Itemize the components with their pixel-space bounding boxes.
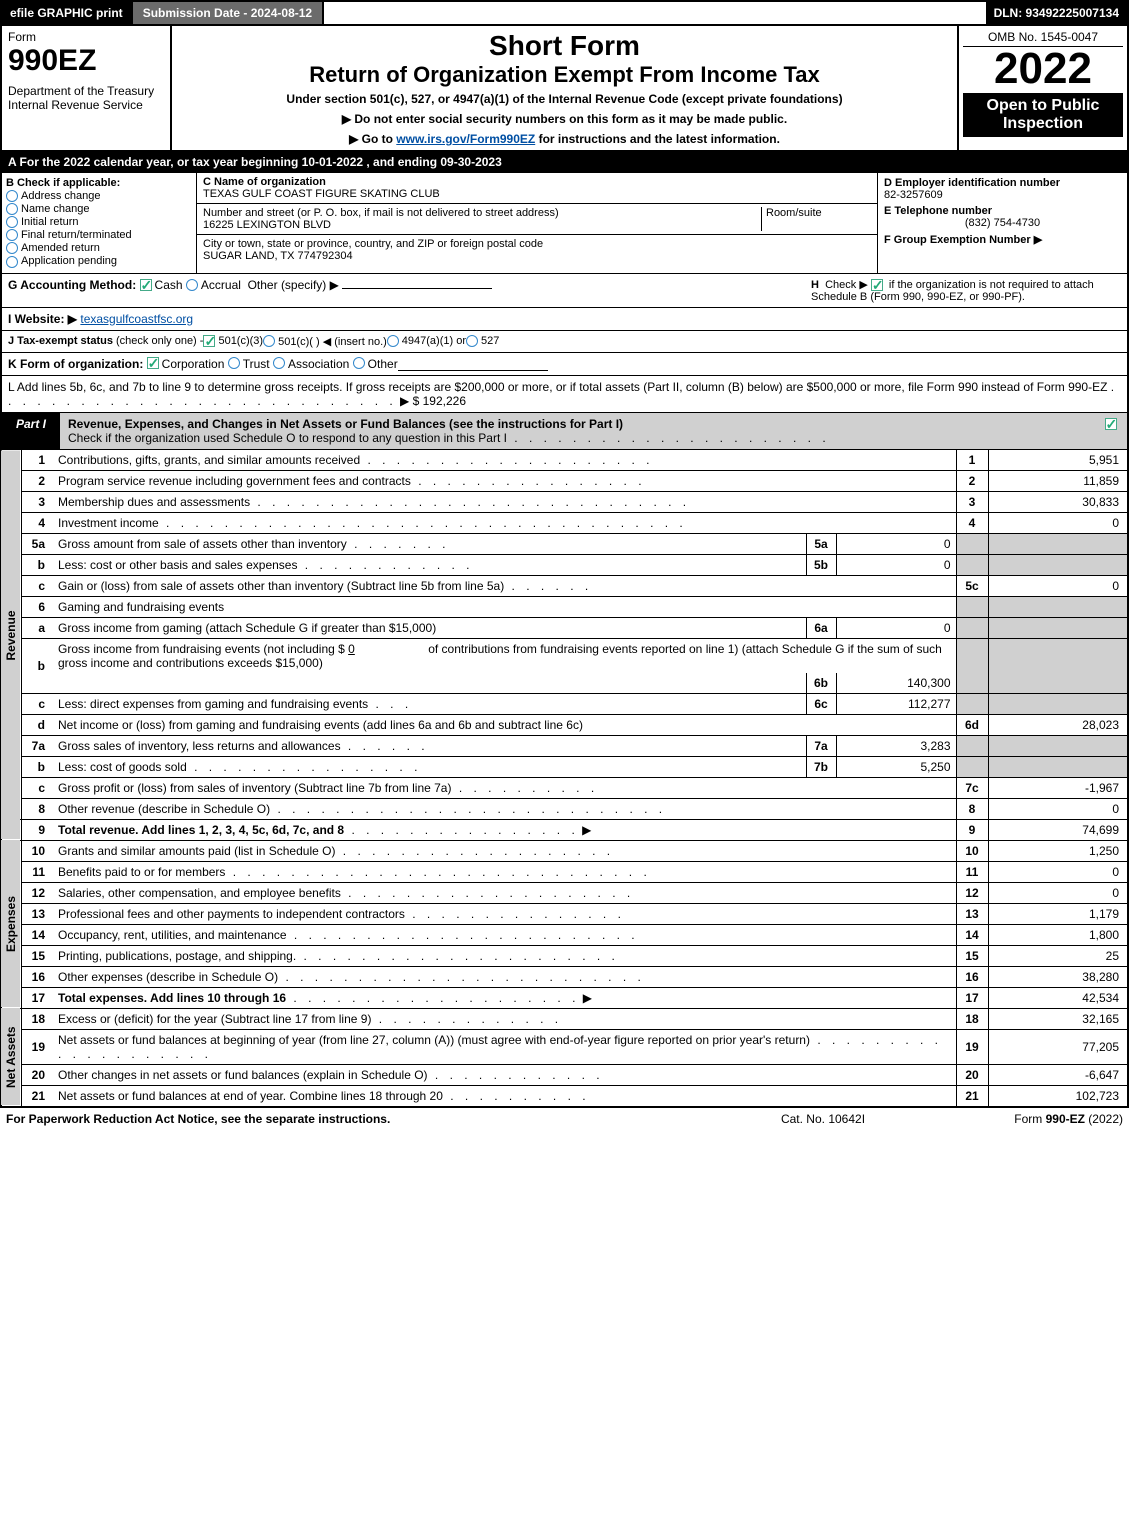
col-b-header: B Check if applicable: bbox=[6, 177, 192, 189]
form-header: Form 990EZ Department of the Treasury In… bbox=[0, 26, 1129, 152]
dln: DLN: 93492225007134 bbox=[986, 2, 1127, 24]
cb-corp[interactable] bbox=[147, 357, 159, 369]
row-g: G Accounting Method: Cash Accrual Other … bbox=[8, 278, 811, 303]
cb-527[interactable] bbox=[466, 335, 478, 347]
cb-application-pending[interactable]: Application pending bbox=[6, 255, 192, 267]
cb-part1-scho[interactable] bbox=[1105, 418, 1117, 430]
col-c: C Name of organization TEXAS GULF COAST … bbox=[197, 173, 877, 273]
cb-4947[interactable] bbox=[387, 335, 399, 347]
cb-final-return[interactable]: Final return/terminated bbox=[6, 229, 192, 241]
row-k: K Form of organization: Corporation Trus… bbox=[0, 353, 1129, 376]
org-name-label: C Name of organization bbox=[203, 176, 326, 188]
cb-name-change[interactable]: Name change bbox=[6, 203, 192, 215]
lines-table: Revenue 1 Contributions, gifts, grants, … bbox=[0, 450, 1129, 1107]
cb-501c3[interactable] bbox=[203, 335, 215, 347]
cb-trust[interactable] bbox=[228, 357, 240, 369]
website-link[interactable]: texasgulfcoastfsc.org bbox=[80, 312, 193, 326]
cb-other[interactable] bbox=[353, 357, 365, 369]
submission-date: Submission Date - 2024-08-12 bbox=[131, 2, 324, 24]
i-label: I Website: ▶ bbox=[8, 312, 77, 326]
org-name-cell: C Name of organization TEXAS GULF COAST … bbox=[197, 173, 877, 204]
side-netassets: Net Assets bbox=[1, 1008, 21, 1106]
k-label: K Form of organization: bbox=[8, 357, 143, 371]
l-amount: ▶ $ 192,226 bbox=[400, 394, 466, 408]
note1: ▶ Do not enter social security numbers o… bbox=[180, 112, 949, 126]
cb-initial-return[interactable]: Initial return bbox=[6, 216, 192, 228]
note2-post: for instructions and the latest informat… bbox=[535, 132, 780, 146]
side-revenue: Revenue bbox=[1, 450, 21, 820]
street-cell: Number and street (or P. O. box, if mail… bbox=[197, 204, 877, 235]
row-i: I Website: ▶ texasgulfcoastfsc.org bbox=[0, 308, 1129, 331]
subtitle: Under section 501(c), 527, or 4947(a)(1)… bbox=[180, 92, 949, 106]
irs-link[interactable]: www.irs.gov/Form990EZ bbox=[396, 132, 535, 146]
cb-accrual[interactable] bbox=[186, 279, 198, 291]
street-label: Number and street (or P. O. box, if mail… bbox=[203, 207, 559, 219]
cb-cash[interactable] bbox=[140, 279, 152, 291]
l-text: L Add lines 5b, 6c, and 7b to line 9 to … bbox=[8, 380, 1107, 394]
cb-h[interactable] bbox=[871, 279, 883, 291]
ein-label: D Employer identification number bbox=[884, 177, 1121, 189]
info-block: B Check if applicable: Address change Na… bbox=[0, 173, 1129, 274]
street: 16225 LEXINGTON BLVD bbox=[203, 219, 331, 231]
city-cell: City or town, state or province, country… bbox=[197, 235, 877, 265]
part1-title: Revenue, Expenses, and Changes in Net As… bbox=[60, 413, 1097, 449]
cb-address-change[interactable]: Address change bbox=[6, 190, 192, 202]
note2-pre: ▶ Go to bbox=[349, 132, 396, 146]
row-l: L Add lines 5b, 6c, and 7b to line 9 to … bbox=[0, 376, 1129, 413]
room-label: Room/suite bbox=[766, 207, 822, 219]
part1-header: Part I Revenue, Expenses, and Changes in… bbox=[0, 413, 1129, 450]
note2: ▶ Go to www.irs.gov/Form990EZ for instru… bbox=[180, 132, 949, 146]
form-word: Form bbox=[8, 30, 164, 44]
g-label: G Accounting Method: bbox=[8, 278, 136, 292]
header-center: Short Form Return of Organization Exempt… bbox=[172, 26, 957, 150]
h-label: H bbox=[811, 279, 819, 291]
short-form-title: Short Form bbox=[180, 30, 949, 62]
footer: For Paperwork Reduction Act Notice, see … bbox=[0, 1107, 1129, 1130]
efile-label: efile GRAPHIC print bbox=[2, 2, 131, 24]
header-right: OMB No. 1545-0047 2022 Open to Public In… bbox=[957, 26, 1127, 150]
main-title: Return of Organization Exempt From Incom… bbox=[180, 62, 949, 88]
footer-left: For Paperwork Reduction Act Notice, see … bbox=[6, 1112, 723, 1126]
footer-cat: Cat. No. 10642I bbox=[723, 1112, 923, 1126]
header-left: Form 990EZ Department of the Treasury In… bbox=[2, 26, 172, 150]
group-label: F Group Exemption Number ▶ bbox=[884, 233, 1121, 246]
city-label: City or town, state or province, country… bbox=[203, 238, 543, 250]
footer-right: Form 990-EZ (2022) bbox=[923, 1112, 1123, 1126]
org-name: TEXAS GULF COAST FIGURE SKATING CLUB bbox=[203, 188, 440, 200]
cb-assoc[interactable] bbox=[273, 357, 285, 369]
open-inspection: Open to Public Inspection bbox=[963, 93, 1123, 137]
row-h: H Check ▶ if the organization is not req… bbox=[811, 278, 1121, 303]
tax-year: 2022 bbox=[963, 47, 1123, 91]
col-b: B Check if applicable: Address change Na… bbox=[2, 173, 197, 273]
form-number: 990EZ bbox=[8, 44, 164, 78]
dept: Department of the Treasury Internal Reve… bbox=[8, 84, 164, 112]
cb-amended-return[interactable]: Amended return bbox=[6, 242, 192, 254]
part1-tab: Part I bbox=[2, 413, 60, 449]
j-label: J Tax-exempt status bbox=[8, 335, 113, 348]
row-g-h: G Accounting Method: Cash Accrual Other … bbox=[0, 274, 1129, 308]
side-expenses: Expenses bbox=[1, 840, 21, 1008]
cb-501c[interactable] bbox=[263, 335, 275, 347]
tel-label: E Telephone number bbox=[884, 205, 1121, 217]
row-j: J Tax-exempt status (check only one) - 5… bbox=[0, 331, 1129, 353]
col-d: D Employer identification number 82-3257… bbox=[877, 173, 1127, 273]
tel: (832) 754-4730 bbox=[884, 217, 1121, 229]
section-a: A For the 2022 calendar year, or tax yea… bbox=[0, 152, 1129, 173]
ein: 82-3257609 bbox=[884, 189, 1121, 201]
city: SUGAR LAND, TX 774792304 bbox=[203, 250, 353, 262]
top-bar: efile GRAPHIC print Submission Date - 20… bbox=[0, 0, 1129, 26]
